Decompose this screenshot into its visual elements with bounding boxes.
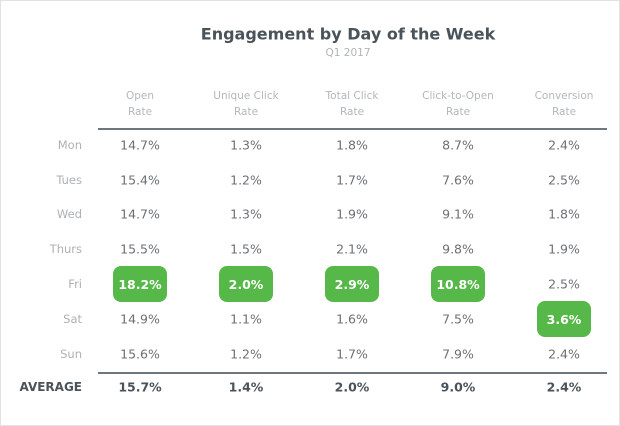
table-cell: 2.5%	[548, 276, 580, 292]
average-cell: 2.0%	[334, 379, 370, 395]
row-label: Wed	[56, 207, 82, 221]
table-cell: 2.1%	[336, 241, 368, 257]
table-cell: 15.5%	[120, 241, 160, 257]
row-label: Sat	[63, 312, 82, 326]
chart-title: Engagement by Day of the Week	[200, 24, 496, 44]
table-cell: 15.4%	[120, 172, 160, 188]
table-cell: 9.8%	[442, 241, 474, 257]
highlighted-cell: 2.9%	[325, 266, 379, 302]
column-header: Click-to-Open Rate	[422, 88, 494, 120]
column-header-line: Rate	[551, 106, 577, 118]
row-label: Mon	[57, 138, 82, 152]
table-cell: 1.8%	[336, 137, 368, 153]
table-cell: 7.5%	[442, 311, 474, 327]
highlighted-cell: 10.8%	[431, 266, 485, 302]
table-cell: 14.7%	[120, 206, 160, 222]
row-label: Thurs	[49, 242, 82, 256]
column-header-line: Rate	[127, 106, 153, 118]
chart-subtitle: Q1 2017	[325, 47, 371, 59]
average-cell: 2.4%	[546, 379, 582, 395]
table-cell: 14.7%	[120, 137, 160, 153]
column-header-line: Total Click	[325, 90, 379, 102]
table-cell: 1.9%	[336, 206, 368, 222]
table-cell: 1.1%	[230, 311, 262, 327]
column-header-line: Rate	[233, 106, 259, 118]
table-cell: 1.2%	[230, 172, 262, 188]
table-cell: 2.5%	[548, 172, 580, 188]
table-cell: 1.8%	[548, 206, 580, 222]
table-cell: 1.5%	[230, 241, 262, 257]
highlighted-cell: 18.2%	[113, 266, 167, 302]
table-cell: 1.6%	[336, 311, 368, 327]
column-header-line: Unique Click	[213, 90, 279, 102]
table-cell: 7.6%	[442, 172, 474, 188]
table-cell: 1.3%	[230, 206, 262, 222]
table-cell: 14.9%	[120, 311, 160, 327]
table-cell: 15.6%	[120, 346, 160, 362]
highlighted-cell: 2.0%	[219, 266, 273, 302]
column-header-line: Open	[125, 90, 155, 102]
column-header-line: Rate	[339, 106, 365, 118]
row-label: Tues	[56, 173, 82, 187]
table-cell: 2.4%	[548, 346, 580, 362]
column-header: Open Rate	[126, 88, 154, 120]
highlighted-cell: 3.6%	[537, 301, 591, 337]
column-header-line: Conversion	[534, 90, 594, 102]
table-cell: 9.1%	[442, 206, 474, 222]
average-label: AVERAGE	[19, 380, 82, 394]
average-rule	[98, 372, 607, 374]
table-cell: 1.7%	[336, 346, 368, 362]
table-cell: 7.9%	[442, 346, 474, 362]
column-header-line: Click-to-Open	[422, 90, 494, 102]
column-header: Unique Click Rate	[213, 88, 278, 120]
table-cell: 1.7%	[336, 172, 368, 188]
average-cell: 15.7%	[118, 379, 162, 395]
table-cell: 1.2%	[230, 346, 262, 362]
column-header: Total Click Rate	[326, 88, 379, 120]
header-rule	[98, 128, 607, 130]
average-cell: 9.0%	[440, 379, 476, 395]
table-cell: 8.7%	[442, 137, 474, 153]
row-label: Sun	[60, 347, 82, 361]
row-label: Fri	[68, 277, 82, 291]
average-cell: 1.4%	[228, 379, 264, 395]
column-header-line: Rate	[445, 106, 471, 118]
table-cell: 1.9%	[548, 241, 580, 257]
table-cell: 2.4%	[548, 137, 580, 153]
table-cell: 1.3%	[230, 137, 262, 153]
column-header: Conversion Rate	[535, 88, 594, 120]
